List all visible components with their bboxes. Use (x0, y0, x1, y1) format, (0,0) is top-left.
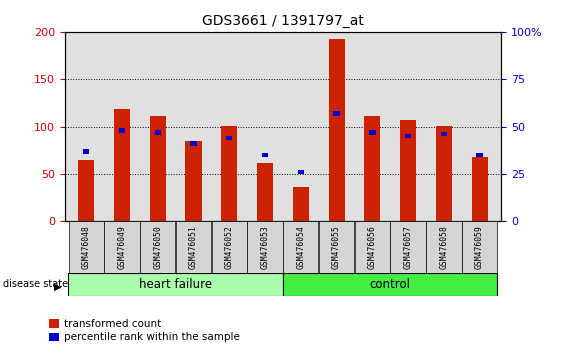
Bar (355, 221, 390, 273)
Bar (119, 128, 125, 133)
Bar (390, 221, 426, 273)
Text: GSM476057: GSM476057 (404, 225, 413, 269)
Bar (436, 126, 452, 221)
Bar (226, 136, 233, 140)
Bar (190, 141, 196, 146)
Text: disease state: disease state (3, 279, 68, 289)
Bar (83, 149, 90, 154)
Bar (462, 221, 497, 273)
Title: GDS3661 / 1391797_at: GDS3661 / 1391797_at (202, 14, 364, 28)
Bar (426, 221, 462, 273)
Bar (68, 273, 283, 296)
Bar (298, 170, 304, 175)
Text: GSM476054: GSM476054 (296, 225, 305, 269)
Text: GSM476049: GSM476049 (118, 225, 127, 269)
Text: control: control (370, 278, 410, 291)
Bar (472, 157, 488, 221)
Bar (333, 111, 340, 116)
Text: GSM476050: GSM476050 (153, 225, 162, 269)
Bar (114, 109, 130, 221)
Text: ▶: ▶ (53, 282, 61, 292)
Bar (176, 221, 211, 273)
Text: GSM476051: GSM476051 (189, 225, 198, 269)
Bar (476, 153, 483, 157)
Bar (283, 273, 498, 296)
Bar (257, 164, 273, 221)
Bar (364, 116, 381, 221)
Bar (247, 221, 283, 273)
Bar (140, 221, 176, 273)
Text: GSM476055: GSM476055 (332, 225, 341, 269)
Text: GSM476056: GSM476056 (368, 225, 377, 269)
Bar (283, 221, 319, 273)
Bar (369, 130, 376, 135)
Bar (328, 39, 345, 221)
Text: GSM476048: GSM476048 (82, 225, 91, 269)
Bar (400, 120, 416, 221)
Bar (185, 141, 202, 221)
Bar (150, 116, 166, 221)
Bar (262, 153, 268, 157)
Text: heart failure: heart failure (139, 278, 212, 291)
Bar (212, 221, 247, 273)
Text: GSM476058: GSM476058 (439, 225, 448, 269)
Bar (221, 126, 238, 221)
Text: GSM476052: GSM476052 (225, 225, 234, 269)
Bar (293, 187, 309, 221)
Bar (441, 132, 447, 137)
Bar (69, 221, 104, 273)
Text: GSM476059: GSM476059 (475, 225, 484, 269)
Bar (154, 130, 161, 135)
Text: GSM476053: GSM476053 (261, 225, 270, 269)
Bar (319, 221, 354, 273)
Bar (104, 221, 140, 273)
Bar (78, 160, 94, 221)
Bar (405, 134, 412, 138)
Legend: transformed count, percentile rank within the sample: transformed count, percentile rank withi… (45, 315, 244, 347)
